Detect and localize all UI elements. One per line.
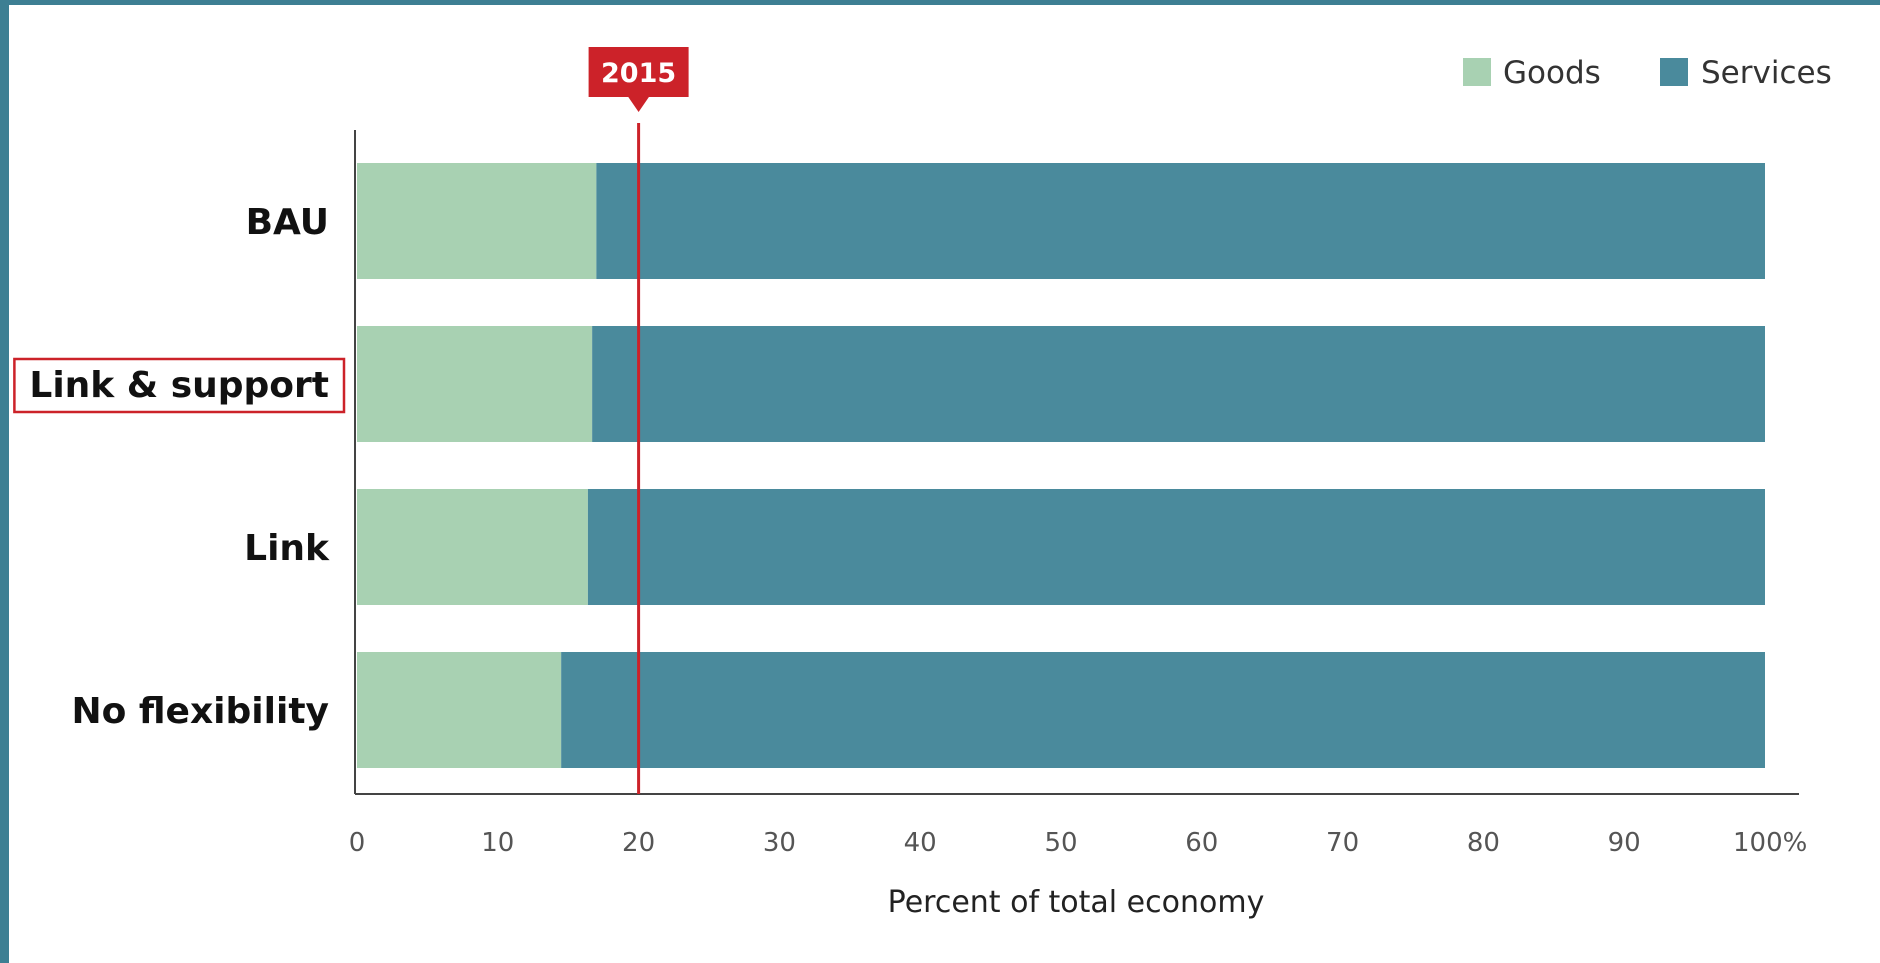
x-tick-labels: 0 10 20 30 40 50 60 70 80 90 100% [349, 828, 1808, 858]
bar-goods-no-flexibility [357, 652, 562, 768]
bar-goods-link [357, 489, 588, 605]
x-tick-label-40: 40 [904, 828, 937, 858]
reference-marker-pointer [627, 96, 650, 112]
x-tick-label-10: 10 [481, 828, 514, 858]
category-label-link-and-support: Link & support [29, 365, 329, 406]
x-tick-label-50: 50 [1044, 828, 1077, 858]
axes-group [354, 130, 1799, 795]
reference-line-group: 2015 [588, 47, 689, 794]
x-tick-label-60: 60 [1185, 828, 1218, 858]
x-tick-label-20: 20 [622, 828, 655, 858]
category-label-bau: BAU [246, 202, 329, 243]
bar-services-no-flexibility [561, 652, 1766, 768]
bars-group [357, 163, 1766, 768]
x-tick-label-100: 100% [1733, 828, 1807, 858]
x-tick-label-30: 30 [763, 828, 796, 858]
bar-goods-bau [357, 163, 597, 279]
legend-label-services: Services [1701, 55, 1832, 91]
reference-marker-label: 2015 [601, 58, 676, 89]
legend-label-goods: Goods [1503, 55, 1601, 91]
bar-goods-link-and-support [357, 326, 593, 442]
category-label-link: Link [244, 528, 330, 569]
category-labels: BAU Link & support Link No flexibility [13, 202, 346, 732]
x-tick-label-90: 90 [1608, 828, 1641, 858]
x-tick-label-70: 70 [1326, 828, 1359, 858]
reference-marker-box [588, 47, 689, 97]
legend: Goods Services [1463, 55, 1832, 91]
bar-services-link [587, 489, 1765, 605]
category-label-no-flexibility: No flexibility [71, 691, 329, 732]
legend-swatch-services [1660, 58, 1688, 86]
highlight-box [13, 357, 346, 414]
x-tick-label-80: 80 [1467, 828, 1500, 858]
x-axis-title: Percent of total economy [888, 885, 1265, 920]
x-tick-label-0: 0 [349, 828, 366, 858]
bar-services-bau [596, 163, 1765, 279]
chart-card: Goods Services BAU Link & support Link No fl… [9, 5, 1880, 963]
legend-swatch-goods [1463, 58, 1491, 86]
bar-services-link-and-support [592, 326, 1765, 442]
chart-canvas: Goods Services BAU Link & support Link No fl… [13, 47, 1832, 920]
